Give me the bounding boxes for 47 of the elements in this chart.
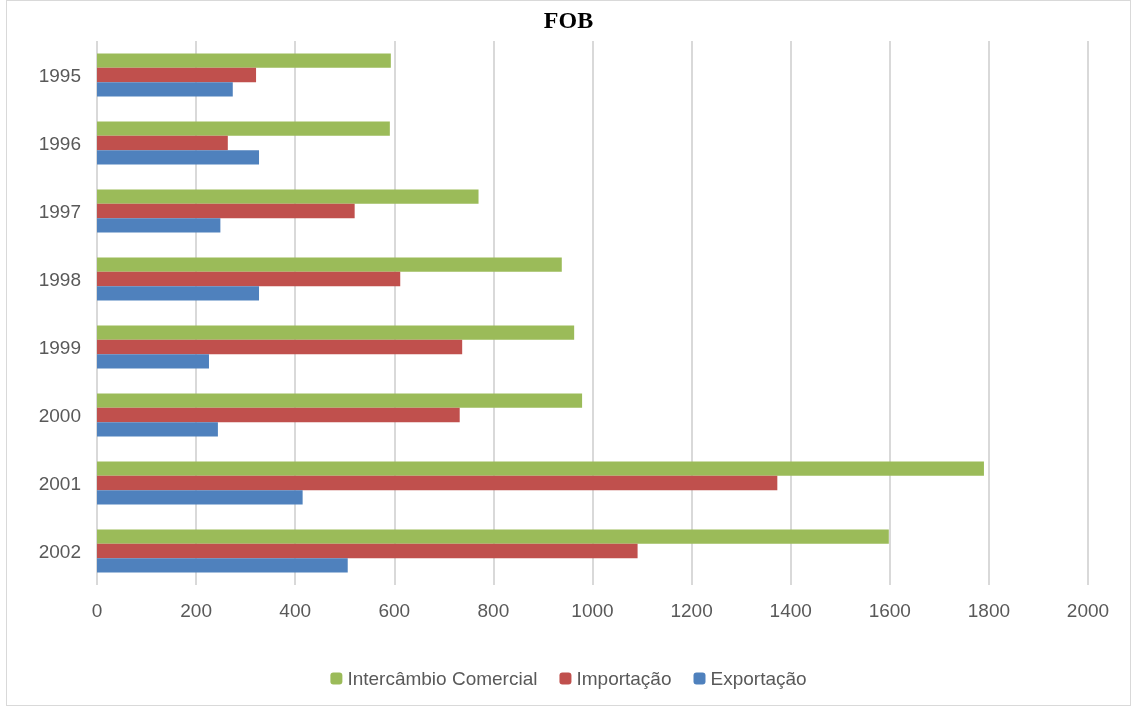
- bar: [97, 422, 218, 437]
- legend-label: Intercâmbio Comercial: [347, 668, 538, 689]
- x-tick-label: 2000: [1066, 600, 1110, 621]
- bar: [97, 475, 778, 491]
- x-tick-label: 800: [477, 600, 510, 621]
- bar: [97, 150, 260, 165]
- bar: [97, 407, 460, 423]
- y-tick-label: 1995: [38, 64, 81, 86]
- x-tick-label: 0: [91, 600, 103, 621]
- bar: [97, 490, 303, 505]
- y-tick-label: 2002: [38, 540, 81, 562]
- x-tick-label: 1000: [571, 600, 614, 621]
- bar: [97, 203, 355, 219]
- bar: [97, 286, 260, 301]
- bar: [97, 354, 209, 369]
- y-tick-label: 1996: [38, 132, 81, 154]
- bar: [97, 82, 233, 97]
- x-tick-label: 200: [180, 600, 212, 621]
- x-tick-label: 1200: [670, 600, 713, 621]
- chart-title: FOB: [543, 7, 594, 33]
- bar: [97, 558, 348, 573]
- bar: [97, 461, 984, 476]
- y-tick-label: 1999: [38, 336, 81, 358]
- bar: [97, 257, 562, 272]
- bar: [97, 339, 463, 355]
- y-tick-label: 1998: [38, 268, 81, 290]
- bar: [97, 218, 221, 233]
- bar: [97, 271, 401, 287]
- bar: [97, 393, 583, 408]
- bar: [97, 189, 479, 204]
- bar: [97, 121, 390, 136]
- bar: [97, 325, 575, 340]
- x-tick-label: 1400: [769, 600, 812, 621]
- x-tick-label: 600: [378, 600, 411, 621]
- y-tick-label: 1997: [38, 200, 81, 222]
- legend-label: Importação: [576, 668, 672, 689]
- bar: [97, 543, 638, 559]
- bar: [97, 67, 257, 83]
- x-tick-label: 400: [279, 600, 312, 621]
- bar: [97, 529, 889, 544]
- bar: [97, 53, 391, 68]
- x-tick-label: 1600: [868, 600, 911, 621]
- y-tick-label: 2001: [38, 472, 81, 494]
- bar: [97, 135, 228, 151]
- y-tick-label: 2000: [38, 404, 81, 426]
- x-tick-label: 1800: [967, 600, 1011, 621]
- legend-label: Exportação: [710, 668, 807, 689]
